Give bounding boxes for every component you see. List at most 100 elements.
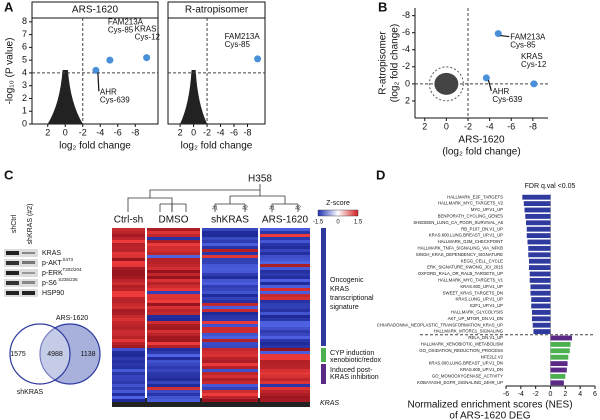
x-tick-label: -6 — [230, 127, 238, 137]
heatmap-cell — [202, 396, 258, 399]
x-tick-label: 2 — [563, 391, 567, 398]
heatmap-cell — [260, 306, 310, 309]
point-annotation: FAM213A — [510, 33, 546, 42]
heatmap-cell — [147, 237, 200, 240]
venn-label: ARS-1620 — [56, 315, 88, 322]
heatmap-cell — [147, 336, 200, 339]
y-tick-label: 0 — [22, 118, 27, 128]
heatmap-cell — [260, 240, 310, 243]
venn-count: 1575 — [10, 351, 26, 358]
heatmap-cell — [202, 291, 258, 294]
y-tick-label: 0 — [405, 78, 410, 88]
protein-site: S235/236 — [58, 277, 78, 282]
x-tick-label: 0 — [191, 127, 196, 137]
heatmap-cell — [147, 354, 200, 357]
heatmap-cell — [260, 396, 310, 399]
bar — [550, 367, 567, 373]
heatmap-cell — [260, 378, 310, 381]
highlight-point — [530, 80, 538, 88]
heatmap-cell — [260, 309, 310, 312]
heatmap-cell — [260, 381, 310, 384]
heatmap-cell — [202, 315, 258, 318]
heatmap-cell — [260, 351, 310, 354]
heatmap-cell — [112, 360, 145, 363]
gene-set-label: KRAS.600_UP.V1_UP — [460, 284, 503, 289]
y-axis-label: R-atropisomer — [378, 31, 389, 95]
heatmap-cell — [260, 285, 310, 288]
heatmap-cell — [147, 291, 200, 294]
heatmap-cell — [202, 387, 258, 390]
heatmap-cell — [260, 273, 310, 276]
heatmap-cell — [147, 267, 200, 270]
heatmap-cell — [147, 234, 200, 237]
heatmap-cell — [202, 321, 258, 324]
point-annotation: KRAS — [521, 52, 543, 61]
heatmap-cell — [202, 372, 258, 375]
point-annotation: Cys-639 — [100, 95, 130, 104]
highlight-point — [494, 30, 502, 38]
heatmap-cell — [147, 315, 200, 318]
x-axis-label: ARS-1620 — [458, 135, 505, 146]
heatmap-cell — [147, 348, 200, 351]
x-tick-label: -6 — [503, 391, 509, 398]
point-annotation: Cys-12 — [521, 60, 547, 69]
bar — [526, 226, 551, 232]
heatmap-cell — [112, 348, 145, 351]
heatmap-cell — [112, 255, 145, 258]
heatmap-cell — [202, 339, 258, 342]
venn — [9, 323, 101, 385]
heatmap-cell — [202, 348, 258, 351]
heatmap-cell — [202, 252, 258, 255]
x-tick-label: -6 — [114, 127, 122, 137]
heatmap-cell — [147, 273, 200, 276]
x-tick-label: -4 — [96, 127, 104, 137]
gene-set-label: KRAS.600.LUNG.BREAST_UP.V1_DN — [429, 361, 503, 366]
heatmap-cell — [202, 360, 258, 363]
kras-row — [112, 398, 310, 407]
heatmap-cell — [112, 363, 145, 366]
x-tick-label: -2 — [79, 127, 87, 137]
highlight-point — [482, 74, 490, 82]
heatmap-cell — [147, 393, 200, 396]
protein-site: T202/204 — [63, 267, 83, 272]
highlight-point — [106, 56, 114, 64]
heatmap-cell — [112, 285, 145, 288]
heatmap-cell — [147, 390, 200, 393]
heatmap-cell — [260, 261, 310, 264]
heatmap-cell — [147, 387, 200, 390]
heatmap-cell — [260, 390, 310, 393]
heatmap-cell — [260, 291, 310, 294]
bar — [528, 258, 551, 264]
heatmap-cell — [147, 381, 200, 384]
signature-label: xenobiotic/redox — [330, 357, 381, 364]
protein-label: HSP90 — [42, 290, 64, 297]
heatmap-cell — [202, 384, 258, 387]
heatmap-cell — [260, 276, 310, 279]
heatmap-cell — [260, 354, 310, 357]
gene-set-label: HALLMARK_TNFA_SIGNALING_VIA_NFKB — [418, 246, 504, 251]
heatmap-cell — [202, 381, 258, 384]
heatmap-cell — [202, 276, 258, 279]
annotation-arrow — [500, 34, 510, 38]
gene-set-label: KEGG_CELL_CYCLE — [461, 258, 503, 263]
heatmap-cell — [260, 282, 310, 285]
heatmap-cell — [112, 399, 145, 402]
heatmap-cell — [202, 366, 258, 369]
gene-set-label: HALLMARK_G2M_CHECKPOINT — [438, 239, 504, 244]
group-label: DMSO — [159, 215, 189, 226]
protein-label: KRAS — [42, 250, 61, 257]
x-axis-label: Normalized enrichment scores (NES) — [407, 400, 572, 411]
heatmap-cell — [147, 324, 200, 327]
heatmap-cell — [147, 363, 200, 366]
heatmap-cell — [147, 231, 200, 234]
heatmap-cell — [147, 240, 200, 243]
group-label: shKRAS — [211, 215, 249, 226]
heatmap-cell — [260, 363, 310, 366]
gene-set-label: HALLMARK_MTORC1_SIGNALING — [434, 329, 504, 334]
bar — [524, 207, 551, 213]
gene-set-label: NFE2L2.V2 — [481, 354, 504, 359]
heatmap-cell — [260, 234, 310, 237]
point-annotation: AHR — [492, 87, 509, 96]
heatmap-cell — [260, 258, 310, 261]
